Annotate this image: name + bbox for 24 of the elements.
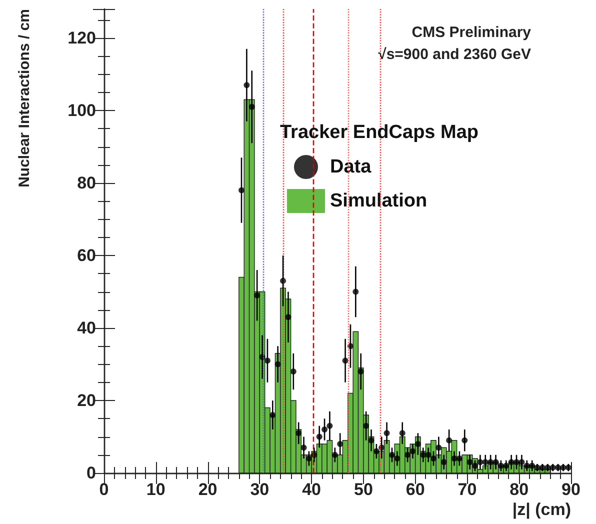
x-tick-label: 0 bbox=[99, 480, 109, 499]
x-tick-label: 10 bbox=[146, 480, 166, 499]
x-axis-title: |z| (cm) bbox=[512, 500, 571, 519]
x-tick-label: 20 bbox=[198, 480, 218, 499]
y-tick-label: 40 bbox=[77, 318, 96, 338]
annotation: √s=900 and 2360 GeV bbox=[378, 46, 532, 63]
x-tick-label: 60 bbox=[406, 480, 425, 499]
legend-label: Simulation bbox=[330, 190, 428, 212]
y-tick-label: 0 bbox=[86, 464, 96, 482]
y-axis-title: Nuclear Interactions / cm bbox=[16, 9, 33, 188]
y-tick-label: 60 bbox=[77, 246, 96, 265]
annotation: CMS Preliminary bbox=[412, 24, 532, 41]
x-tick-label: 80 bbox=[510, 480, 529, 499]
x-tick-label: 70 bbox=[458, 480, 477, 499]
x-tick-label: 40 bbox=[302, 480, 322, 499]
y-tick-label: 80 bbox=[77, 174, 96, 192]
legend-label: Data bbox=[330, 156, 372, 178]
x-tick-label: 30 bbox=[250, 480, 270, 499]
y-tick-label: 100 bbox=[68, 101, 96, 120]
x-tick-label: 50 bbox=[354, 480, 373, 499]
x-tick-label: 90 bbox=[562, 480, 580, 499]
y-tick-label: 20 bbox=[77, 391, 96, 410]
y-tick-label: 120 bbox=[68, 28, 96, 48]
legend-title: Tracker EndCaps Map bbox=[280, 122, 479, 143]
